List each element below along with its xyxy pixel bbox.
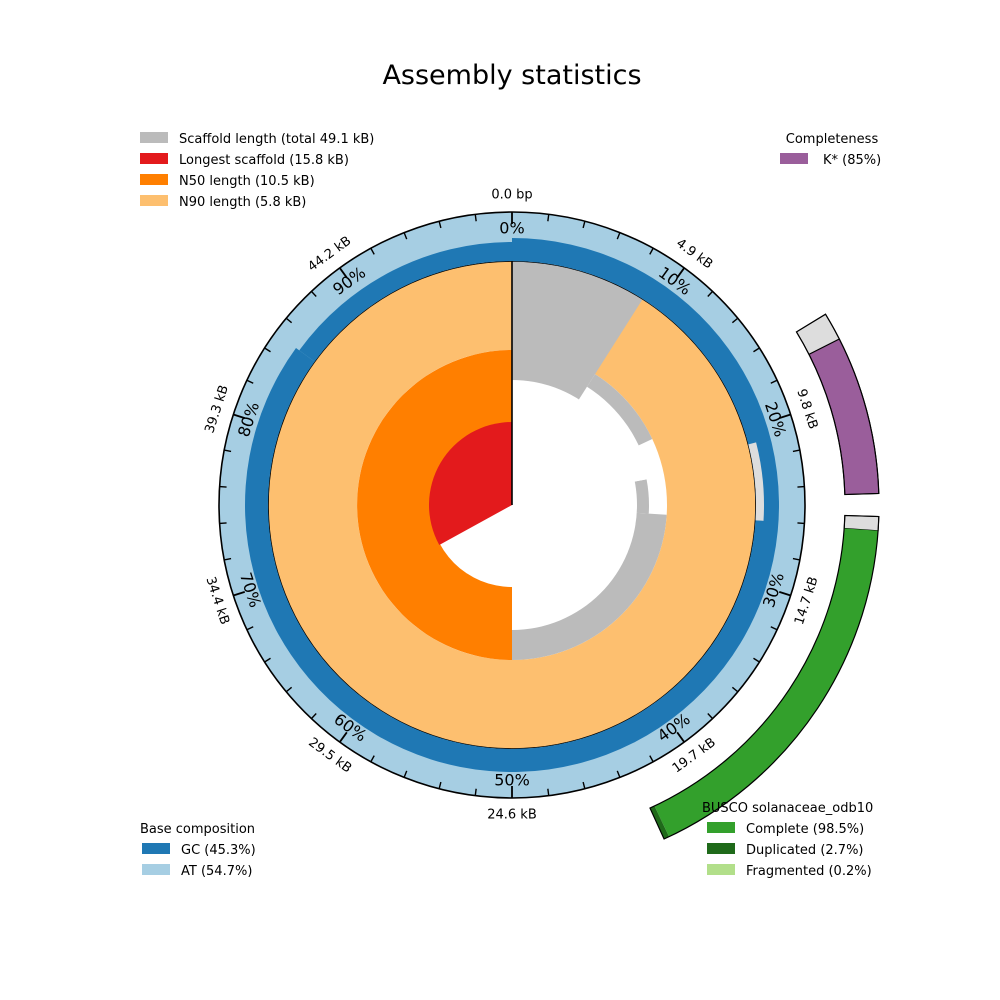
legend-label-scaffold: Scaffold length (total 49.1 kB) [179,132,374,147]
length-tick [731,317,739,324]
length-tick [770,626,778,631]
length-tick [707,713,714,720]
legend-label-kstar: K* (85%) [823,153,881,168]
length-tick-label: 0.0 bp [491,188,532,203]
completeness-legend: Completeness K* (85%) [780,132,881,168]
legend-swatch-at [142,864,170,875]
length-tick [792,557,800,561]
length-tick [264,657,271,663]
longest-scaffold-sector [429,422,512,545]
legend-label-busco-fragmented: Fragmented (0.2%) [746,864,872,879]
length-tick [224,449,232,453]
legend-swatch-longest [140,153,168,164]
length-tick-label: 9.8 kB [793,387,820,431]
legend-swatch-kstar [780,153,808,164]
base-composition-legend: Base composition GC (45.3%) AT (54.7%) [140,822,256,879]
length-tick [438,781,442,789]
kstar-arc-outline [795,313,880,496]
length-tick [370,247,375,255]
percent-tick-label: 0% [499,219,524,238]
legend-swatch-busco-complete [707,822,735,833]
completeness-legend-title: Completeness [786,132,879,147]
length-tick-label: 14.7 kB [792,575,822,627]
snail-circle [267,260,757,750]
legend-label-longest: Longest scaffold (15.8 kB) [179,153,349,168]
length-tick [778,590,791,597]
length-tick [616,232,621,240]
gc-ring [299,241,512,362]
length-tick [285,686,293,693]
length-tick [438,221,442,229]
length-tick [616,770,621,778]
length-tick-label: 39.3 kB [202,383,232,435]
length-tick [778,413,791,420]
length-tick [403,770,408,778]
length-tick [264,347,271,353]
length-tick [474,788,477,796]
length-tick [792,449,800,453]
length-tick-label: 24.6 kB [487,808,537,823]
legend-swatch-scaffold [140,132,168,143]
side-arcs [649,313,880,840]
legend-label-n90: N90 length (5.8 kB) [179,195,306,210]
length-tick [649,247,654,255]
length-tick [246,379,254,384]
length-tick [676,267,685,279]
length-tick [233,590,246,597]
length-tick [310,290,317,297]
length-tick [370,755,375,763]
legend-label-at: AT (54.7%) [181,864,252,879]
length-tick [403,232,408,240]
base-composition-legend-title: Base composition [140,822,255,837]
composition-ring: 0%10%20%30%40%50%60%70%80%90% [218,211,806,799]
length-tick [224,557,232,561]
length-tick [649,755,654,763]
length-tick [753,657,760,663]
length-tick [310,713,317,720]
legend-label-busco-complete: Complete (98.5%) [746,822,864,837]
length-tick [246,626,254,631]
length-tick-label: 34.4 kB [202,575,232,627]
legend-swatch-busco-duplicated [707,843,735,854]
length-tick [753,347,760,353]
legend-label-gc: GC (45.3%) [181,843,256,858]
busco-arc-outline [649,514,880,840]
length-tick [731,686,739,693]
length-tick [770,379,778,384]
length-tick [474,214,477,222]
legend-swatch-busco-fragmented [707,864,735,875]
legend-swatch-n90 [140,195,168,206]
legend-label-n50: N50 length (10.5 kB) [179,174,315,189]
percent-tick-label: 50% [494,771,530,790]
length-tick [339,731,348,743]
busco-legend-title: BUSCO solanaceae_odb10 [702,801,873,816]
busco-legend: BUSCO solanaceae_odb10 Complete (98.5%) … [702,801,873,879]
length-tick [547,788,550,796]
legend-swatch-n50 [140,174,168,185]
length-tick [676,731,685,743]
legend-swatch-gc [142,843,170,854]
scaffold-legend: Scaffold length (total 49.1 kB) Longest … [140,132,374,210]
busco-missing-arc [843,514,880,532]
length-tick [233,413,246,420]
chart-title: Assembly statistics [382,60,641,91]
gap-ring [748,442,765,521]
legend-label-busco-duplicated: Duplicated (2.7%) [746,843,864,858]
length-tick [339,267,348,279]
core-gap [512,423,594,587]
length-tick [582,781,586,789]
length-tick [285,317,293,324]
length-tick [547,214,550,222]
busco-duplicated-arc [649,805,670,840]
busco-complete-arc [654,528,879,837]
length-tick [582,221,586,229]
length-tick [707,290,714,297]
